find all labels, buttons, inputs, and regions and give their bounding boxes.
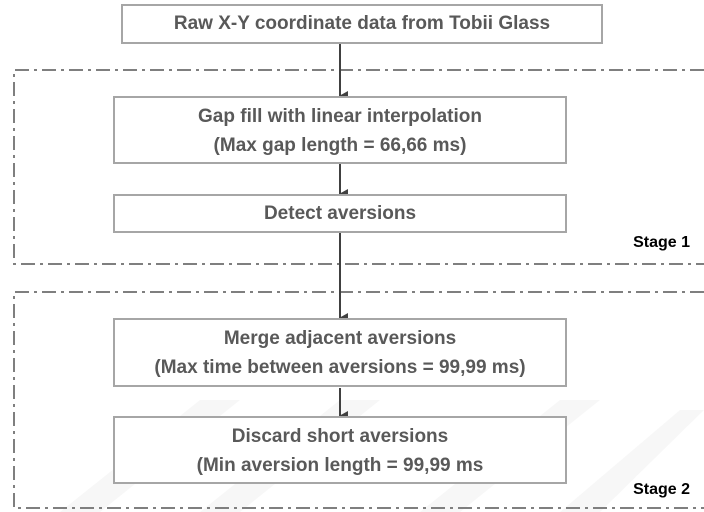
node-label: Merge adjacent aversions xyxy=(224,328,456,349)
node-label: Detect aversions xyxy=(264,203,416,224)
node-box xyxy=(113,318,567,387)
node-label: Discard short aversions xyxy=(232,426,448,447)
stage-1-frame xyxy=(13,69,704,265)
node-label: Gap fill with linear interpolation xyxy=(198,106,482,127)
node-box xyxy=(113,416,567,484)
node-label: Raw X-Y coordinate data from Tobii Glass xyxy=(174,13,550,34)
node-sublabel: (Max gap length = 66,66 ms) xyxy=(214,135,467,156)
node-box xyxy=(121,4,603,44)
stage-2-frame xyxy=(13,291,704,509)
node-sublabel: (Max time between aversions = 99,99 ms) xyxy=(154,357,525,378)
stage-label: Stage 2 xyxy=(633,481,690,498)
stage-label: Stage 1 xyxy=(633,234,690,251)
node-box xyxy=(113,96,567,164)
node-sublabel: (Min aversion length = 99,99 ms xyxy=(197,455,484,476)
node-box xyxy=(113,194,567,233)
